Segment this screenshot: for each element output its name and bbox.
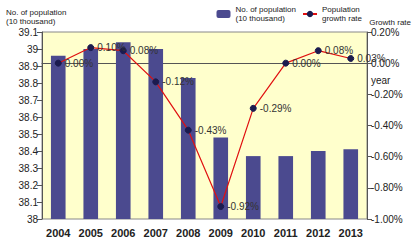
svg-text:No. of population: No. of population [6, 8, 67, 17]
svg-text:38.5: 38.5 [19, 129, 39, 140]
svg-text:-1.00%: -1.00% [371, 214, 403, 225]
svg-text:2012: 2012 [306, 227, 330, 239]
svg-text:-0.92%: -0.92% [227, 201, 259, 212]
svg-text:38.7: 38.7 [19, 95, 39, 106]
svg-text:39: 39 [27, 44, 39, 55]
svg-text:0.20%: 0.20% [371, 27, 399, 38]
svg-text:-0.29%: -0.29% [260, 103, 292, 114]
svg-text:38.6: 38.6 [19, 112, 39, 123]
svg-text:-0.80%: -0.80% [371, 182, 403, 193]
svg-text:Growth rate: Growth rate [369, 18, 411, 27]
svg-text:Population: Population [322, 5, 360, 14]
svg-text:-0.43%: -0.43% [195, 125, 227, 136]
svg-text:38: 38 [27, 214, 39, 225]
svg-text:year: year [371, 75, 391, 86]
svg-text:growth rate: growth rate [322, 14, 363, 23]
svg-text:(10 thousand): (10 thousand) [6, 17, 56, 26]
svg-text:2007: 2007 [144, 227, 168, 239]
svg-text:38.9: 38.9 [19, 61, 39, 72]
svg-text:38.4: 38.4 [19, 146, 39, 157]
svg-text:0.00%: 0.00% [65, 58, 93, 69]
svg-text:2009: 2009 [209, 227, 233, 239]
svg-text:0.03%: 0.03% [357, 53, 385, 64]
svg-text:-0.20%: -0.20% [371, 89, 403, 100]
svg-text:2004: 2004 [46, 227, 71, 239]
svg-text:No. of population: No. of population [235, 5, 295, 14]
svg-text:-0.60%: -0.60% [371, 151, 403, 162]
svg-text:38.3: 38.3 [19, 163, 39, 174]
svg-text:2010: 2010 [241, 227, 265, 239]
svg-text:(10 thousand): (10 thousand) [235, 14, 285, 23]
svg-text:38.1: 38.1 [19, 197, 39, 208]
svg-text:2011: 2011 [274, 227, 298, 239]
svg-text:0.08%: 0.08% [325, 45, 353, 56]
svg-text:38.8: 38.8 [19, 78, 39, 89]
svg-text:0.08%: 0.08% [130, 45, 158, 56]
svg-text:2013: 2013 [339, 227, 363, 239]
svg-text:2005: 2005 [79, 227, 103, 239]
svg-text:-0.12%: -0.12% [162, 76, 194, 87]
svg-text:0.10%: 0.10% [97, 42, 125, 53]
svg-text:2006: 2006 [111, 227, 135, 239]
svg-text:-0.40%: -0.40% [371, 120, 403, 131]
svg-text:39.1: 39.1 [19, 27, 39, 38]
svg-text:2008: 2008 [176, 227, 200, 239]
svg-text:38.2: 38.2 [19, 180, 39, 191]
svg-text:0.00%: 0.00% [292, 58, 320, 69]
